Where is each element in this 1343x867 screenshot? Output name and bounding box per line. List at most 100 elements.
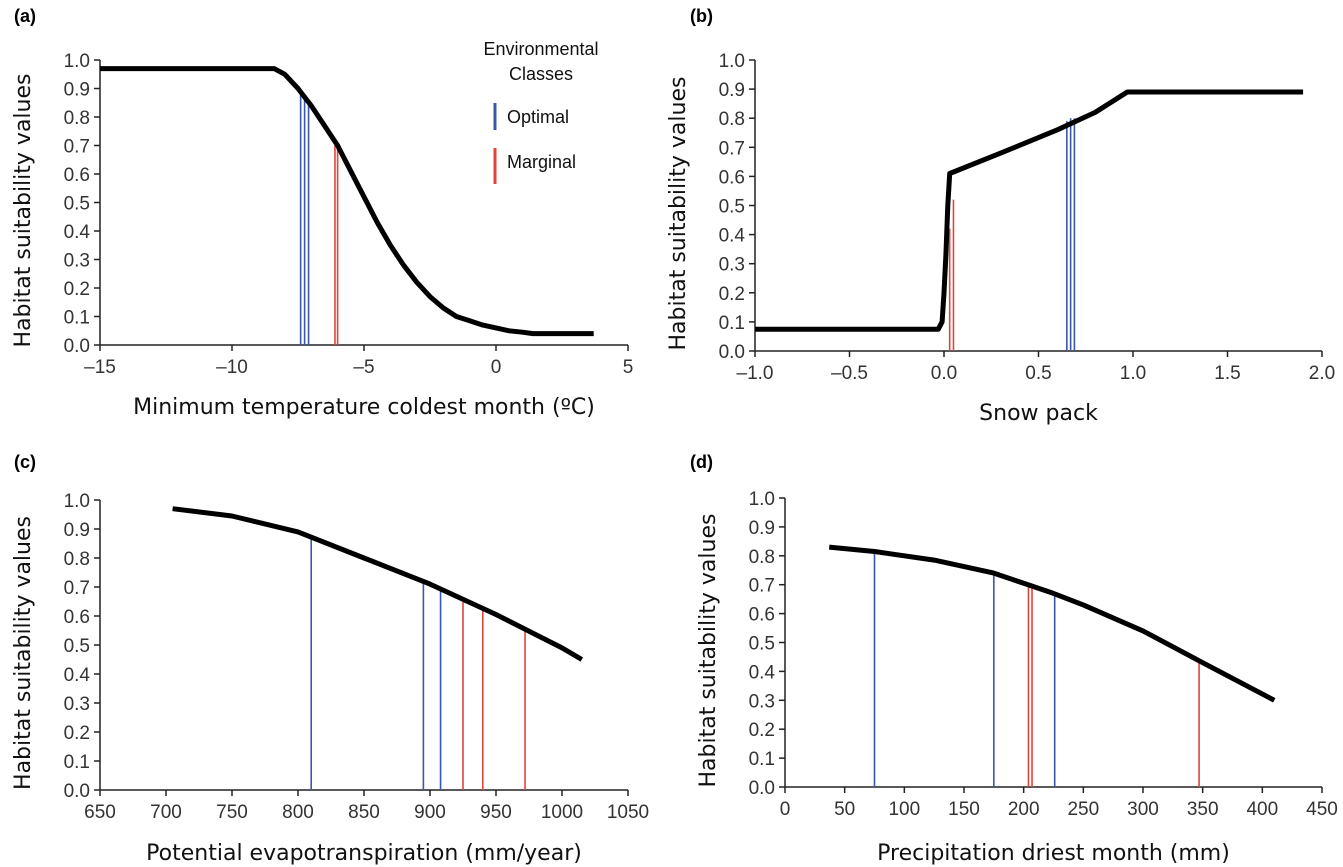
x-tick-label: –15 bbox=[84, 357, 116, 378]
x-tick-label: 50 bbox=[834, 799, 855, 820]
y-tick-label: 0.4 bbox=[749, 662, 776, 683]
x-tick-label: 1.5 bbox=[1214, 363, 1240, 384]
x-axis-title: Minimum temperature coldest month (ºC) bbox=[133, 395, 595, 420]
y-tick-label: 0.2 bbox=[64, 723, 90, 744]
x-tick-label: 450 bbox=[1306, 799, 1338, 820]
y-tick-label: 0.8 bbox=[64, 549, 90, 570]
y-tick-label: 0.1 bbox=[719, 313, 745, 334]
y-axis-title: Habitat suitability values bbox=[11, 516, 36, 790]
y-tick-label: 0.1 bbox=[64, 752, 90, 773]
x-tick-label: 700 bbox=[150, 802, 182, 823]
y-tick-label: 0.3 bbox=[64, 694, 90, 715]
y-tick-label: 0.9 bbox=[719, 80, 745, 101]
x-tick-label: 300 bbox=[1127, 799, 1159, 820]
x-tick-label: –10 bbox=[216, 357, 248, 378]
x-tick-label: –1.0 bbox=[737, 363, 774, 384]
legend-marginal-label: Marginal bbox=[507, 152, 576, 172]
y-tick-label: 0.4 bbox=[64, 222, 91, 243]
x-tick-label: 150 bbox=[948, 799, 980, 820]
y-tick-label: 0.6 bbox=[64, 607, 90, 628]
panel-1: (a) 0.0 0.1 0.2 0.3 0.4 0.5 0.6 0.7 0.8 0.9 1.0 –15 –… bbox=[11, 6, 633, 420]
y-tick-label: 0.8 bbox=[719, 109, 745, 130]
y-axis-title: Habitat suitability values bbox=[666, 77, 691, 351]
panel-2: (b) 0.0 0.1 0.2 0.3 0.4 0.5 0.6 0.7 0.8 0.9 1.0 –1.0… bbox=[666, 6, 1335, 426]
y-tick-label: 0.9 bbox=[64, 80, 90, 101]
y-tick-label: 0.6 bbox=[749, 605, 775, 626]
y-tick-label: 0.9 bbox=[749, 518, 775, 539]
x-tick-label: 0.5 bbox=[1025, 363, 1051, 384]
response-curve bbox=[172, 506, 584, 662]
x-tick-label: 0.0 bbox=[931, 363, 957, 384]
response-curve bbox=[100, 66, 594, 337]
y-tick-label: 0.7 bbox=[64, 137, 90, 158]
x-tick-label: 250 bbox=[1067, 799, 1099, 820]
y-tick-label: 0.0 bbox=[719, 342, 745, 363]
y-tick-label: 0.8 bbox=[749, 547, 775, 568]
y-tick-label: 0.5 bbox=[64, 636, 90, 657]
y-tick-label: 0.3 bbox=[719, 255, 745, 276]
x-tick-label: 650 bbox=[84, 802, 116, 823]
y-tick-label: 0.0 bbox=[64, 781, 90, 802]
panel-label: (a) bbox=[14, 6, 36, 26]
y-tick-label: 0.1 bbox=[749, 749, 775, 770]
y-axis-title: Habitat suitability values bbox=[696, 514, 721, 788]
legend: Environmental Classes Optimal Marginal bbox=[483, 39, 599, 184]
panel-3: (c) 0.0 0.1 0.2 0.3 0.4 0.5 0.6 0.7 0.8 0.9 1.0 650 7… bbox=[11, 452, 649, 866]
y-tick-label: 0.3 bbox=[749, 691, 775, 712]
y-axis-title: Habitat suitability values bbox=[11, 74, 36, 348]
y-tick-label: 0.4 bbox=[64, 665, 91, 686]
panels: (a) 0.0 0.1 0.2 0.3 0.4 0.5 0.6 0.7 0.8 0.9 1.0 –15 –… bbox=[11, 6, 1338, 866]
response-curve bbox=[755, 89, 1304, 332]
y-tick-label: 0.5 bbox=[749, 634, 775, 655]
x-tick-label: 1.0 bbox=[1120, 363, 1146, 384]
panel-label: (d) bbox=[690, 452, 713, 472]
x-tick-label: 1000 bbox=[541, 802, 583, 823]
y-tick-label: 0.0 bbox=[749, 778, 775, 799]
y-tick-label: 1.0 bbox=[64, 51, 90, 72]
x-tick-label: 850 bbox=[348, 802, 380, 823]
x-tick-label: 0 bbox=[491, 357, 502, 378]
x-axis-title: Snow pack bbox=[979, 401, 1098, 426]
y-tick-label: 0.2 bbox=[64, 279, 90, 300]
legend-optimal-label: Optimal bbox=[507, 107, 569, 127]
y-tick-label: 0.5 bbox=[64, 194, 90, 215]
x-tick-label: 950 bbox=[480, 802, 512, 823]
x-tick-label: 2.0 bbox=[1309, 363, 1335, 384]
x-tick-label: 350 bbox=[1187, 799, 1219, 820]
x-tick-label: 100 bbox=[888, 799, 920, 820]
x-tick-label: 800 bbox=[282, 802, 314, 823]
y-tick-label: 0.1 bbox=[64, 308, 90, 329]
panel-label: (c) bbox=[14, 452, 36, 472]
x-tick-label: 200 bbox=[1008, 799, 1040, 820]
response-curve bbox=[828, 544, 1276, 703]
x-tick-label: 400 bbox=[1246, 799, 1278, 820]
x-tick-label: 1050 bbox=[607, 802, 649, 823]
y-tick-label: 1.0 bbox=[64, 491, 90, 512]
x-tick-label: 750 bbox=[216, 802, 248, 823]
y-tick-label: 0.6 bbox=[719, 167, 745, 188]
panel-4: (d) 0.0 0.1 0.2 0.3 0.4 0.5 0.6 0.7 0.8 0.9 1.0 0 50 1… bbox=[690, 452, 1338, 866]
x-axis-title: Potential evapotranspiration (mm/year) bbox=[146, 841, 582, 866]
legend-title-line2: Classes bbox=[509, 64, 573, 84]
x-tick-label: –0.5 bbox=[831, 363, 868, 384]
x-tick-label: 900 bbox=[414, 802, 446, 823]
y-tick-label: 0.5 bbox=[719, 197, 745, 218]
y-tick-label: 0.7 bbox=[749, 576, 775, 597]
legend-title-line1: Environmental bbox=[483, 39, 598, 59]
y-tick-label: 0.7 bbox=[719, 138, 745, 159]
y-tick-label: 0.7 bbox=[64, 578, 90, 599]
y-tick-label: 0.6 bbox=[64, 165, 90, 186]
x-tick-label: 0 bbox=[780, 799, 791, 820]
y-tick-label: 0.8 bbox=[64, 108, 90, 129]
y-tick-label: 0.9 bbox=[64, 520, 90, 541]
panel-label: (b) bbox=[690, 6, 713, 26]
y-tick-label: 0.3 bbox=[64, 251, 90, 272]
y-tick-label: 0.4 bbox=[719, 226, 746, 247]
x-tick-label: –5 bbox=[353, 357, 374, 378]
y-tick-label: 0.0 bbox=[64, 336, 90, 357]
x-axis-title: Precipitation driest month (mm) bbox=[877, 841, 1230, 866]
x-tick-label: 5 bbox=[623, 357, 634, 378]
y-tick-label: 1.0 bbox=[719, 51, 745, 72]
y-tick-label: 0.2 bbox=[749, 720, 775, 741]
